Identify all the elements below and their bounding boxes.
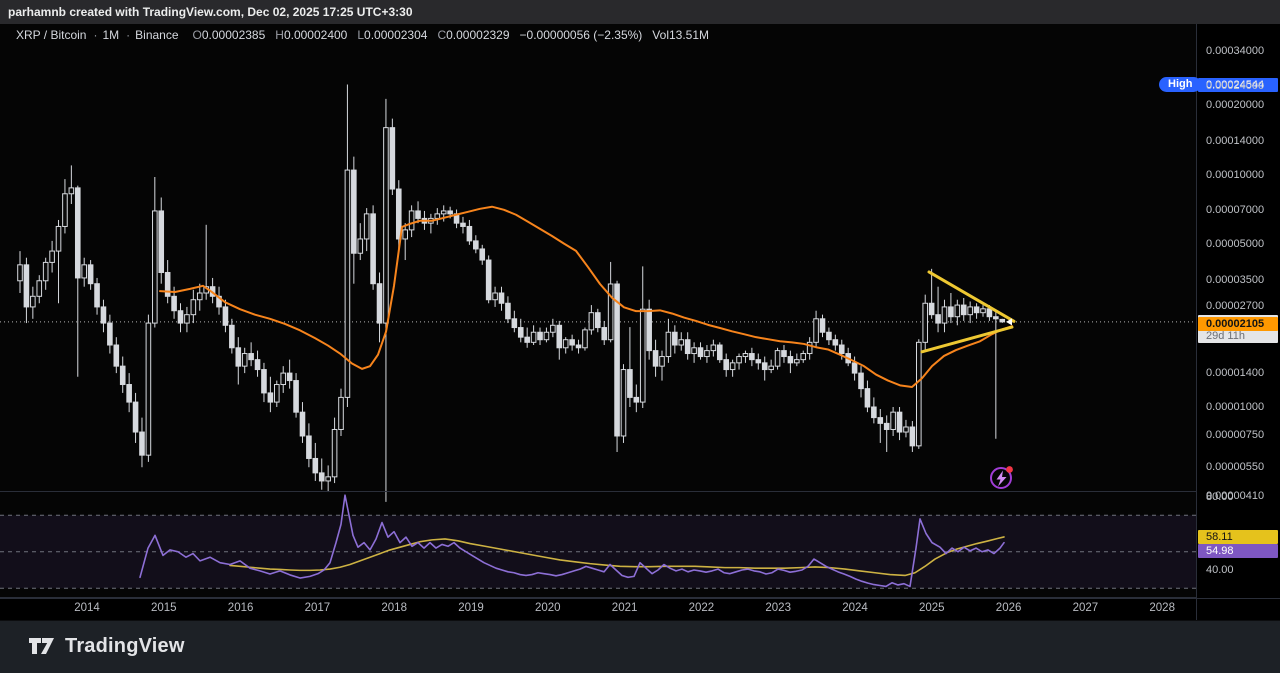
bottom-toolbar: TradingView: [0, 620, 1280, 673]
ohlc-readout: O0.00002385 H0.00002400 L0.00002304 C0.0000…: [193, 28, 520, 42]
year-tick: 2016: [227, 602, 254, 614]
year-tick: 2015: [151, 602, 177, 614]
rsi-tick: 40.00: [1206, 563, 1234, 576]
year-tick: 2027: [1072, 602, 1099, 614]
triangle-drawing: [920, 270, 1016, 354]
year-tick: 2021: [611, 602, 638, 614]
ohlc-value: 0.00002329: [446, 28, 510, 42]
year-tick: 2028: [1149, 602, 1175, 614]
time-axis[interactable]: 2014 2015 2016 2017 2018 2019 2020 2021 2022 2023…: [0, 598, 1280, 621]
bar-countdown-label: 29d 11h: [1198, 328, 1278, 343]
price-tick: 0.00020000: [1206, 98, 1265, 111]
price-tick: 0.00001400: [1206, 366, 1265, 379]
year-tick: 2025: [919, 602, 945, 614]
rsi-line: [139, 494, 1005, 588]
symbol-pair[interactable]: XRP / Bitcoin: [16, 28, 87, 42]
ohlc-value: 0.00002385: [201, 28, 266, 42]
price-tick: 0.00000750: [1206, 429, 1265, 442]
price-tick: 0.00014000: [1206, 134, 1265, 147]
price-tick: 0.00003500: [1206, 274, 1265, 287]
year-tick: 2017: [304, 602, 331, 614]
price-tick: 0.00024000: [1206, 80, 1265, 93]
price-tick: 0.00005000: [1206, 238, 1265, 251]
tradingview-logo-icon: [29, 638, 54, 654]
ohlc-key: C: [437, 28, 447, 42]
year-tick: 2022: [688, 602, 715, 614]
pane-separator[interactable]: [0, 491, 1280, 492]
price-tick: 0.00000410: [1206, 490, 1265, 503]
year-tick: 2019: [458, 602, 484, 614]
price-tick: 0.00001000: [1206, 400, 1265, 413]
last-price-marker: [1006, 318, 1012, 326]
exchange-label[interactable]: Binance: [135, 28, 179, 42]
symbol-info-bar[interactable]: XRP / Bitcoin · 1M · Binance O0.00002385 H0.00…: [0, 24, 1196, 47]
tradingview-logo[interactable]: TradingView: [28, 634, 185, 658]
rsi-tick: 80.00: [1206, 490, 1234, 503]
year-tick: 2024: [842, 602, 868, 614]
ohlc-key: O: [192, 28, 202, 42]
ohlc-key: H: [275, 28, 284, 42]
year-tick: 2020: [535, 602, 561, 614]
interval-label[interactable]: 1M: [102, 28, 120, 42]
tradingview-logo-text: TradingView: [65, 634, 185, 657]
year-tick: 2026: [995, 602, 1022, 614]
separator-dot: ·: [126, 28, 131, 42]
candles-layer: [17, 84, 1006, 502]
high-price-badge: High: [1159, 77, 1202, 93]
attribution-text: parhamnb created with TradingView.com, D…: [8, 5, 413, 19]
price-tick: 0.00034000: [1206, 45, 1265, 58]
volume-readout: Vol13.51M: [652, 28, 710, 42]
candlestick-chart-canvas[interactable]: [0, 0, 1196, 620]
ohlc-value: 0.00002400: [283, 28, 348, 42]
axis-corner-divider: [1196, 599, 1197, 621]
year-tick: 2014: [74, 602, 100, 614]
price-tick: 0.00007000: [1206, 204, 1265, 217]
year-tick: 2018: [381, 602, 407, 614]
attribution-bar: parhamnb created with TradingView.com, D…: [0, 0, 1280, 24]
price-tick: 0.00000550: [1206, 460, 1265, 473]
high-price-label: 0.00024544: [1198, 77, 1278, 92]
rsi-value-label: 54.98: [1198, 543, 1278, 558]
rsi-ma-value-label: 58.11: [1198, 529, 1278, 544]
rsi-ma-line: [229, 536, 1005, 577]
ideas-stream-icon[interactable]: [990, 466, 1013, 489]
ohlc-value: 0.00002304: [364, 28, 428, 42]
trendline-price-label: 0.00002105: [1198, 317, 1278, 331]
ma-line: [159, 205, 1013, 388]
year-tick: 2023: [765, 602, 791, 614]
price-tick: 0.00002700: [1206, 300, 1265, 313]
price-tick: 0.00010000: [1206, 168, 1265, 181]
ohlc-key: L: [357, 28, 365, 42]
price-axis[interactable]: High 0.00024544 0.00002329 29d 11h 0.000…: [1159, 24, 1280, 598]
change-readout: −0.00000056 (−2.35%): [519, 28, 643, 42]
separator-dot: ·: [93, 28, 98, 42]
